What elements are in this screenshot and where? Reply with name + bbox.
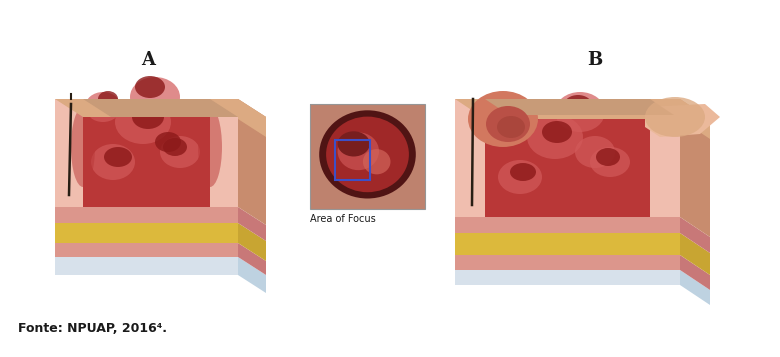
Ellipse shape [497,103,533,131]
Polygon shape [55,257,238,275]
Ellipse shape [663,160,677,170]
Ellipse shape [132,105,164,129]
Polygon shape [83,99,210,207]
Ellipse shape [468,91,538,147]
Polygon shape [680,217,710,253]
Polygon shape [455,270,680,285]
Polygon shape [55,99,83,207]
Polygon shape [645,104,720,137]
Bar [335,140,370,180]
Polygon shape [680,255,710,290]
Polygon shape [210,99,238,207]
Polygon shape [238,243,266,275]
Ellipse shape [507,104,527,120]
Polygon shape [55,99,266,117]
Polygon shape [55,207,238,223]
Text: B: B [587,51,603,69]
Ellipse shape [338,132,379,170]
Polygon shape [680,99,710,139]
Ellipse shape [555,92,605,132]
Polygon shape [238,99,266,137]
Ellipse shape [486,106,530,142]
Polygon shape [680,233,710,275]
Ellipse shape [155,132,181,152]
Ellipse shape [160,136,200,168]
Ellipse shape [498,160,542,194]
Polygon shape [83,99,238,117]
Ellipse shape [319,110,416,198]
Ellipse shape [71,107,95,187]
Ellipse shape [590,147,630,177]
Ellipse shape [198,107,222,187]
Polygon shape [680,99,710,237]
Polygon shape [55,223,238,243]
Text: Area of Focus: Area of Focus [310,214,376,224]
Ellipse shape [596,148,620,166]
Ellipse shape [510,163,536,181]
Ellipse shape [497,116,525,138]
Polygon shape [238,257,266,293]
Bar [310,104,425,209]
Ellipse shape [91,144,135,180]
Polygon shape [680,270,710,305]
Ellipse shape [115,100,171,144]
Polygon shape [485,119,650,217]
Polygon shape [238,223,266,261]
Ellipse shape [57,131,69,139]
Polygon shape [238,99,266,225]
Ellipse shape [98,91,118,107]
Ellipse shape [85,92,121,122]
Polygon shape [455,233,680,255]
Polygon shape [455,217,680,233]
Polygon shape [455,255,680,270]
Text: Fonte: NPUAP, 2016⁴.: Fonte: NPUAP, 2016⁴. [18,322,167,335]
Ellipse shape [57,151,69,159]
Polygon shape [455,99,485,217]
Polygon shape [238,207,266,241]
Ellipse shape [130,77,180,117]
Ellipse shape [527,115,583,159]
Ellipse shape [104,147,132,167]
Ellipse shape [645,97,705,137]
Bar [310,104,425,209]
Ellipse shape [542,121,572,143]
Text: A: A [141,51,155,69]
Ellipse shape [575,136,615,168]
Ellipse shape [338,131,370,156]
Ellipse shape [163,138,187,156]
Polygon shape [650,99,680,217]
Ellipse shape [363,149,391,174]
Ellipse shape [564,95,592,115]
Polygon shape [485,99,674,115]
Polygon shape [55,243,238,257]
Ellipse shape [135,76,165,98]
Ellipse shape [326,117,409,192]
Ellipse shape [663,140,677,150]
Polygon shape [455,99,710,119]
